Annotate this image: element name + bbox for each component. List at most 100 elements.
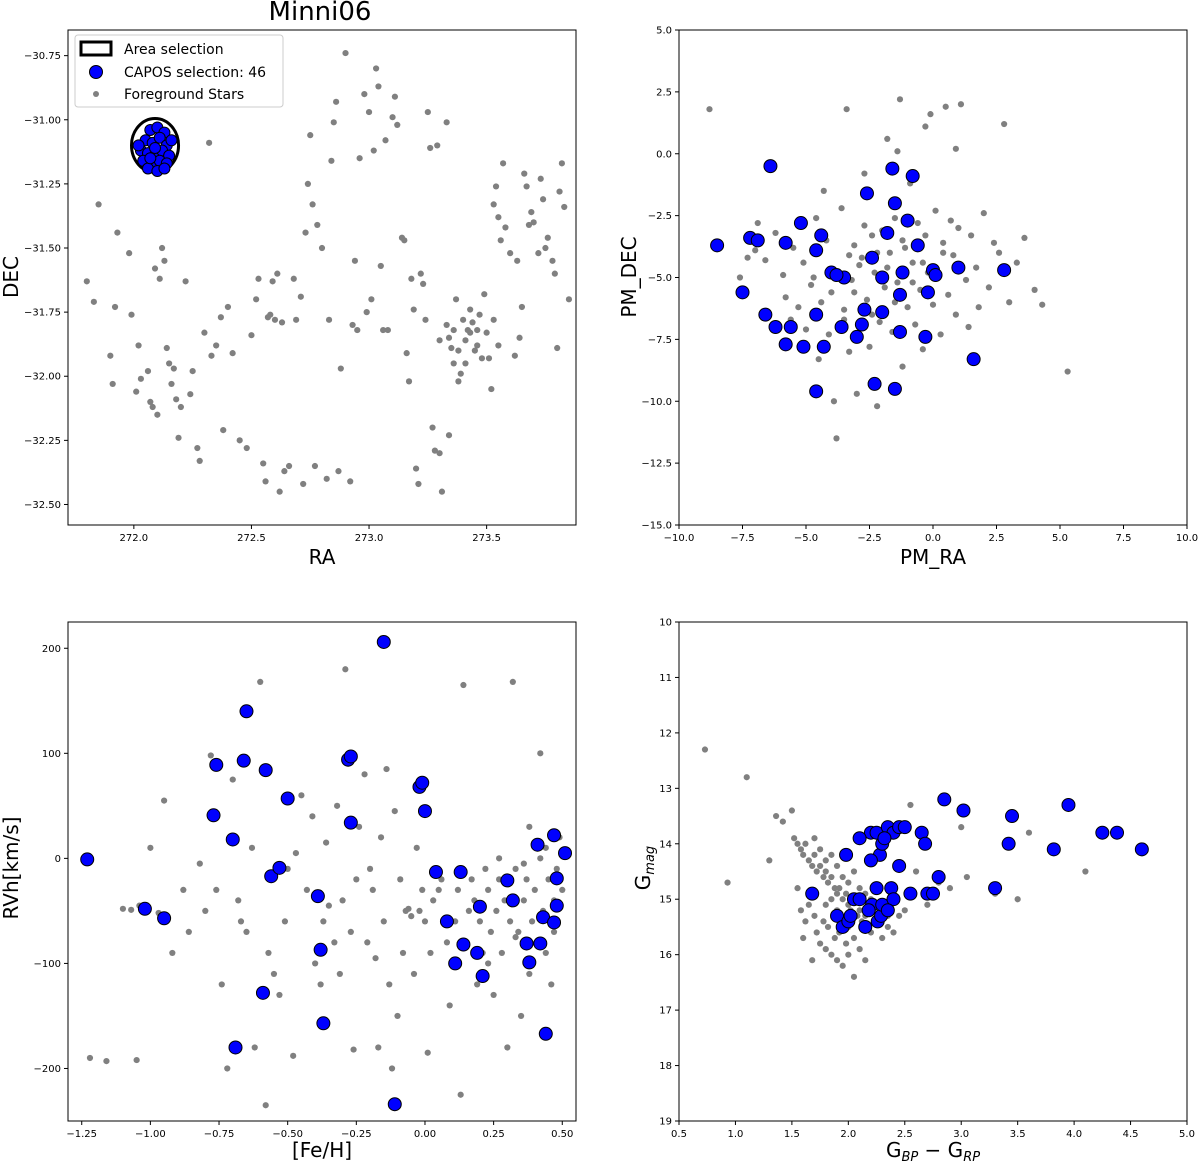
rv-capos-point (316, 1016, 331, 1031)
radec-foreground-point (436, 337, 443, 344)
pm-capos-point (865, 250, 880, 265)
radec-foreground-point (403, 350, 410, 357)
cmd-foreground-point (813, 929, 820, 936)
rv-foreground-point (537, 855, 544, 862)
rv-foreground-point (366, 865, 374, 872)
cmd-foreground-point (701, 746, 709, 753)
cmd-foreground-point (811, 851, 818, 858)
radec-foreground-point (394, 121, 401, 128)
cmd-foreground-point (856, 946, 863, 953)
rv-foreground-point (506, 918, 514, 925)
pm-xtick-label: 10.0 (1176, 533, 1198, 544)
rv-foreground-point (474, 981, 481, 988)
pm-xlabel: PM_RA (900, 545, 966, 569)
radec-foreground-point (384, 326, 391, 334)
radec-foreground-point (455, 347, 462, 354)
radec-foreground-point (382, 137, 389, 144)
radec-foreground-point (469, 319, 476, 326)
rv-foreground-point (487, 928, 494, 936)
radec-foreground-point (370, 147, 377, 154)
rv-foreground-point (512, 934, 519, 941)
pm-capos-point (880, 225, 895, 240)
rv-capos-point (500, 873, 515, 888)
pm-foreground-point (843, 106, 850, 113)
rv-capos-point (417, 804, 432, 819)
pm-capos-point (875, 270, 890, 285)
rv-foreground-point (207, 752, 214, 759)
rv-foreground-point (361, 771, 368, 778)
legend-foreground-label: Foreground Stars (124, 87, 244, 103)
rv-capos-point (547, 828, 562, 843)
cmd-capos-point (937, 792, 952, 807)
cmd-capos-point (863, 853, 878, 868)
rv-capos-point (448, 956, 463, 971)
pm-foreground-point (929, 301, 937, 308)
rv-foreground-point (454, 886, 462, 893)
legend-area-selection-label: Area selection (124, 42, 224, 58)
cmd-foreground-point (724, 879, 731, 886)
radec-foreground-point (333, 98, 340, 105)
rv-foreground-point (323, 839, 330, 846)
radec-foreground-point (90, 298, 97, 305)
pm-foreground-point (965, 323, 972, 331)
cmd-foreground-point (824, 879, 832, 886)
rv-capos-point (343, 749, 358, 764)
radec-capos-point (144, 152, 157, 165)
radec-capos-point (165, 134, 178, 147)
radec-foreground-point (182, 278, 189, 285)
pm-foreground-point (853, 390, 860, 397)
cmd-foreground-point (850, 934, 858, 942)
radec-foreground-point (111, 303, 119, 311)
cmd-capos-point (897, 820, 912, 835)
rv-foreground-point (355, 823, 363, 830)
rv-capos-point (439, 914, 454, 929)
rv-foreground-point (147, 844, 154, 851)
radec-foreground-point (452, 296, 460, 303)
rv-foreground-point (517, 1012, 525, 1020)
rv-capos-point (206, 808, 221, 823)
radec-frame (67, 29, 577, 526)
rv-foreground-point (251, 1044, 258, 1051)
pm-capos-point (796, 339, 811, 354)
cmd-foreground-point (963, 873, 970, 881)
radec-foreground-point (488, 385, 495, 393)
radec-capos-point (149, 141, 162, 154)
cmd-capos-point (956, 803, 971, 818)
rv-capos-point (470, 945, 485, 960)
radec-foreground-point (445, 334, 453, 341)
rv-foreground-point (446, 1002, 453, 1009)
rv-capos-point (264, 869, 279, 884)
pm-ytick-label: 0.0 (656, 149, 672, 160)
rv-foreground-point (372, 955, 379, 962)
pm-foreground-point (780, 271, 787, 279)
cmd-ytick-label: 10 (659, 618, 672, 629)
rv-foreground-point (526, 970, 533, 978)
radec-foreground-point (365, 108, 373, 116)
radec-foreground-point (137, 375, 145, 382)
cmd-capos-point (877, 831, 892, 846)
radec-foreground-point (450, 326, 457, 334)
radec-foreground-point (147, 398, 154, 405)
cmd-foreground-point (884, 923, 891, 931)
rv-foreground-point (350, 1046, 357, 1053)
pm-capos-point (920, 285, 935, 300)
pm-foreground-point (912, 321, 919, 328)
rv-foreground-point (218, 981, 225, 988)
pm-foreground-point (846, 252, 853, 259)
cmd-xlabel: GBP − GRP (886, 1138, 980, 1163)
radec-foreground-point (220, 427, 227, 434)
radec-ytick-label: −31.00 (24, 115, 61, 126)
radec-foreground-point (170, 365, 177, 372)
pm-foreground-point (830, 398, 838, 405)
cmd-capos-point (1046, 842, 1061, 857)
radec-foreground-point (474, 342, 481, 349)
pm-capos-point (892, 287, 907, 302)
radec-foreground-point (372, 65, 380, 72)
rv-foreground-point (248, 844, 256, 851)
rv-ylabel: RVh[km/s] (0, 817, 23, 920)
cmd-xtick-label: 3.5 (1010, 1129, 1026, 1140)
pm-foreground-point (909, 279, 916, 286)
pm-foreground-point (940, 249, 947, 256)
rv-foreground-point (86, 1054, 94, 1062)
